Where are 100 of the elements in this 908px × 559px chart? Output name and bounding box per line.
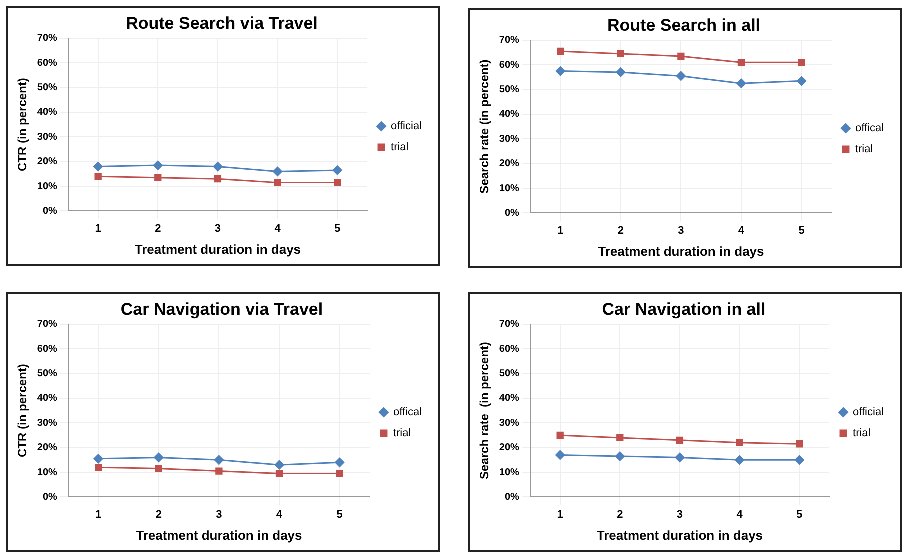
x-tick-label: 1 — [557, 508, 564, 521]
x-tick-label: 3 — [216, 508, 222, 521]
x-tick-label: 5 — [798, 224, 805, 237]
x-tick-label: 3 — [676, 508, 684, 521]
point — [556, 432, 564, 440]
point — [334, 179, 342, 186]
y-tick-label: 50% — [37, 82, 58, 94]
y-tick-label: 50% — [37, 368, 58, 380]
x-tick-label: 4 — [738, 224, 746, 237]
y-tick-label: 70% — [37, 33, 58, 44]
y-tick-label: 70% — [499, 35, 520, 46]
y-tick-label: 50% — [499, 84, 520, 96]
x-tick-label: 2 — [618, 224, 624, 237]
y-tick-label: 40% — [37, 107, 58, 118]
point — [798, 59, 806, 66]
point — [617, 50, 624, 58]
point — [214, 176, 222, 183]
y-tick-label: 10% — [37, 467, 58, 478]
y-tick-label: 30% — [37, 132, 58, 143]
point — [94, 162, 104, 172]
legend-label: official — [391, 120, 422, 133]
chart-title: Car Navigation in all — [602, 300, 766, 319]
point — [214, 455, 224, 465]
point — [154, 174, 162, 182]
point — [797, 76, 807, 86]
y-tick-label: 20% — [499, 158, 520, 170]
point — [794, 455, 804, 465]
point — [213, 162, 223, 172]
x-tick-label: 4 — [274, 222, 282, 235]
point — [335, 458, 345, 468]
point — [94, 454, 104, 464]
point — [556, 450, 566, 460]
point — [556, 66, 566, 76]
x-tick-label: 4 — [736, 508, 744, 521]
point — [274, 179, 282, 186]
chart-title: Car Navigation via Travel — [120, 300, 324, 319]
point — [616, 68, 626, 78]
legend-label: official — [853, 406, 884, 419]
x-tick-label: 1 — [96, 508, 102, 521]
point — [738, 59, 746, 66]
point — [274, 460, 284, 470]
point — [94, 173, 102, 180]
x-axis-title: Treatment duration in days — [596, 528, 764, 543]
y-tick-label: 60% — [37, 344, 58, 355]
point — [678, 52, 685, 60]
x-axis-title: Treatment duration in days — [134, 242, 302, 257]
point — [155, 465, 162, 472]
y-tick-label: 10% — [499, 183, 520, 194]
x-tick-label: 3 — [214, 222, 222, 235]
y-tick-label: 40% — [499, 109, 520, 120]
y-tick-label: 60% — [37, 58, 58, 69]
y-tick-label: 70% — [499, 319, 520, 330]
x-tick-label: 2 — [155, 222, 162, 235]
y-tick-label: 30% — [499, 418, 520, 429]
y-tick-label: 0% — [42, 492, 58, 503]
point — [675, 452, 685, 462]
point — [736, 78, 746, 88]
point — [332, 166, 342, 176]
chart-title: Route Search via Travel — [126, 14, 318, 33]
y-tick-label: 30% — [37, 418, 58, 429]
legend-label: trial — [391, 142, 409, 154]
x-tick-label: 5 — [796, 508, 803, 521]
y-tick-label: 10% — [37, 181, 58, 192]
x-tick-label: 5 — [336, 508, 343, 521]
x-tick-label: 1 — [95, 222, 102, 235]
point — [615, 452, 625, 462]
x-tick-label: 1 — [558, 224, 564, 237]
legend-label: trial — [853, 428, 871, 440]
y-tick-label: 60% — [499, 60, 520, 71]
point — [616, 434, 624, 442]
y-tick-label: 0% — [504, 492, 520, 503]
y-tick-label: 60% — [499, 344, 520, 355]
y-tick-label: 10% — [499, 467, 520, 478]
point — [676, 436, 684, 444]
x-tick-label: 4 — [276, 508, 284, 521]
point — [154, 452, 164, 462]
chart-title: Route Search in all — [607, 16, 761, 35]
y-tick-label: 0% — [504, 208, 520, 219]
y-tick-label: 50% — [499, 368, 520, 380]
y-tick-label: 20% — [37, 442, 58, 454]
y-tick-label: 30% — [499, 134, 520, 145]
legend-label: offical — [855, 122, 884, 135]
y-tick-label: 70% — [37, 319, 58, 330]
y-tick-label: 40% — [37, 393, 58, 404]
point — [273, 166, 283, 176]
x-tick-label: 5 — [334, 222, 341, 235]
y-axis-title: Search rate (in percent) — [478, 60, 492, 194]
x-axis-title: Treatment duration in days — [136, 528, 302, 543]
x-tick-label: 2 — [617, 508, 624, 521]
point — [735, 455, 745, 465]
y-tick-label: 40% — [499, 393, 520, 404]
y-axis-title: CTR (in percent) — [16, 364, 30, 458]
x-tick-label: 3 — [678, 224, 684, 237]
y-tick-label: 0% — [42, 206, 58, 217]
point — [216, 468, 223, 475]
y-tick-label: 20% — [37, 156, 58, 168]
y-tick-label: 20% — [499, 442, 520, 454]
x-axis-title: Treatment duration in days — [598, 244, 764, 259]
y-axis-title: CTR (in percent) — [16, 78, 30, 172]
x-tick-label: 2 — [156, 508, 162, 521]
